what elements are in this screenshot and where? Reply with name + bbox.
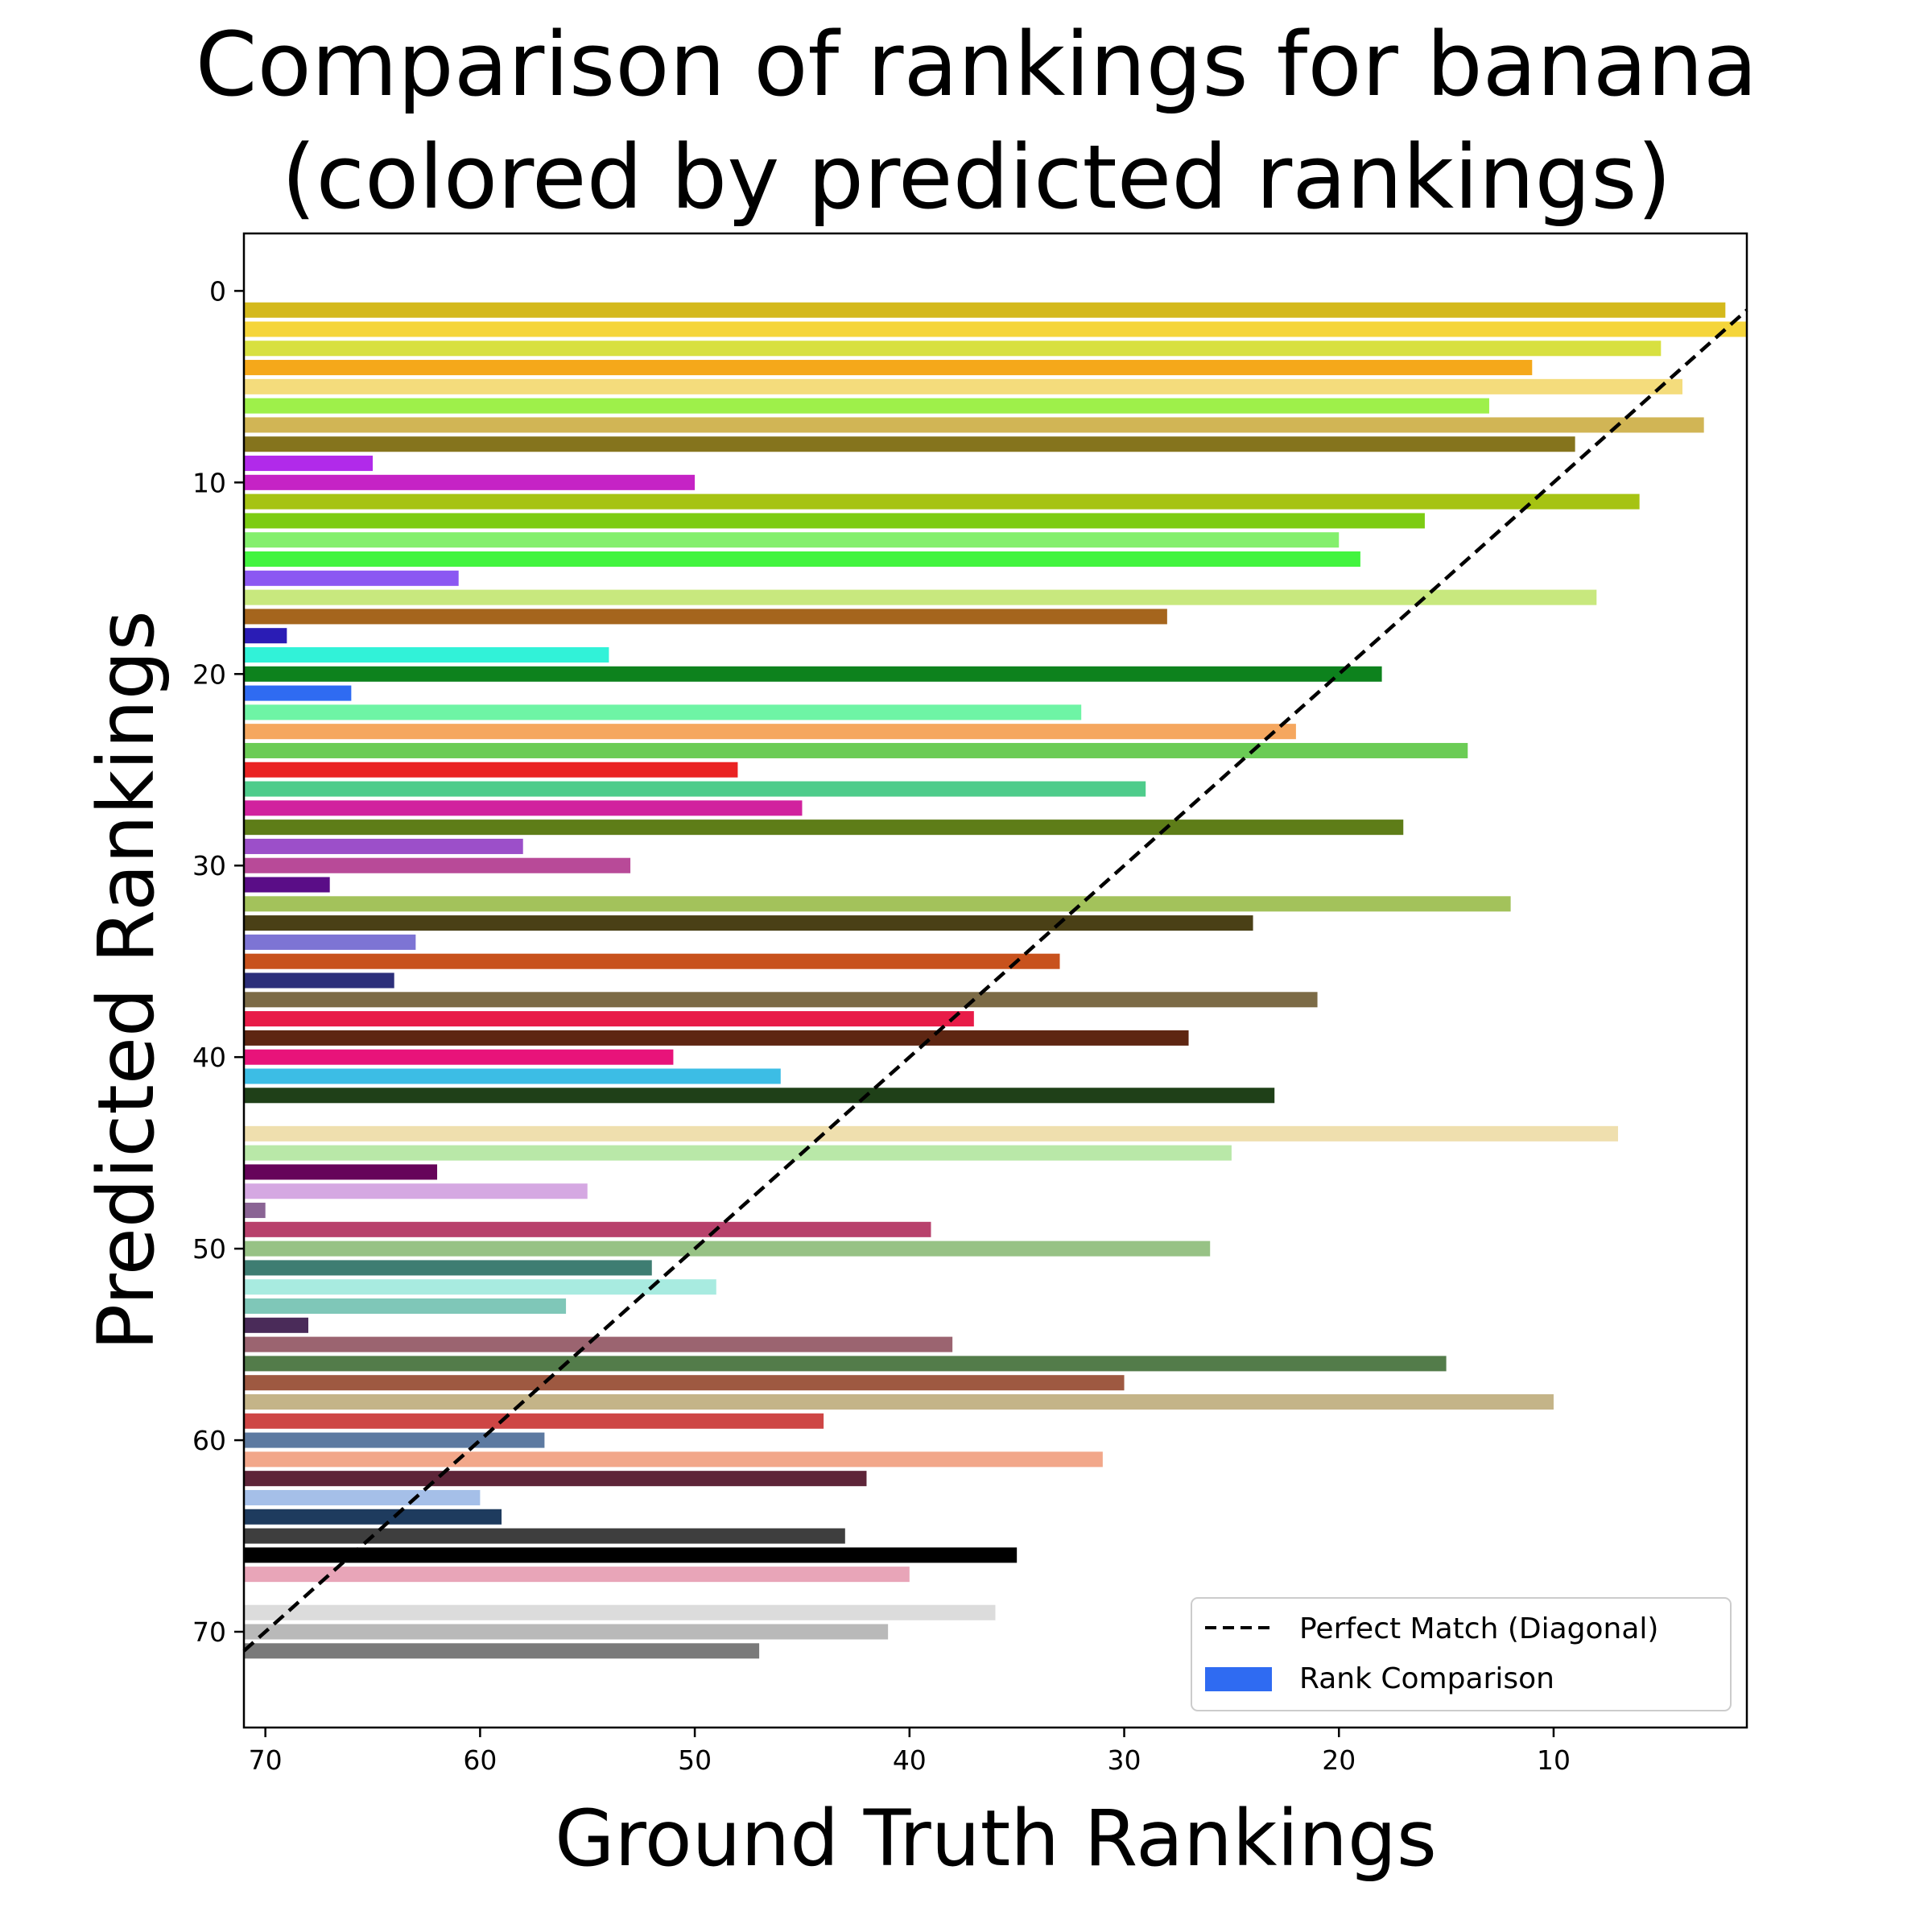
bar-predicted-26 — [244, 781, 1146, 797]
legend-bar-swatch — [1205, 1667, 1272, 1691]
bar-predicted-15 — [244, 570, 459, 586]
bar-predicted-17 — [244, 609, 1167, 625]
bar-predicted-60 — [244, 1432, 545, 1448]
y-tick-label: 60 — [192, 1425, 226, 1456]
bar-predicted-16 — [244, 589, 1597, 605]
bar-predicted-37 — [244, 992, 1318, 1008]
x-tick-label: 30 — [1108, 1744, 1141, 1776]
x-axis-ticks: 70 60 50 40 30 20 10 — [249, 1728, 1571, 1776]
bar-predicted-2 — [244, 321, 1747, 337]
legend-label-bars: Rank Comparison — [1299, 1662, 1554, 1695]
plot-area — [242, 302, 1748, 1659]
bar-predicted-61 — [244, 1451, 1103, 1468]
plot-frame — [242, 232, 1748, 1729]
bar-predicted-65 — [244, 1528, 845, 1544]
legend-label-diagonal: Perfect Match (Diagonal) — [1299, 1612, 1658, 1645]
bar-predicted-1 — [244, 302, 1726, 318]
bar-predicted-8 — [244, 436, 1575, 452]
bar-predicted-59 — [244, 1413, 824, 1429]
bar-predicted-56 — [244, 1356, 1447, 1372]
bar-predicted-23 — [244, 724, 1296, 740]
bar-predicted-63 — [244, 1489, 481, 1505]
y-axis-label: Predicted Rankings — [81, 610, 171, 1351]
bar-predicted-18 — [244, 628, 287, 644]
legend-box — [1191, 1597, 1732, 1711]
x-tick-label: 10 — [1537, 1744, 1571, 1776]
bar-predicted-11 — [244, 493, 1640, 510]
bar-predicted-12 — [244, 513, 1425, 529]
y-tick-label: 40 — [192, 1042, 226, 1073]
bar-predicted-34 — [244, 934, 416, 950]
bar-predicted-33 — [244, 915, 1253, 931]
bar-predicted-13 — [244, 532, 1340, 548]
chart-title-line-2: (colored by predicted rankings) — [282, 126, 1672, 229]
bar-predicted-39 — [244, 1030, 1189, 1046]
bar-predicted-21 — [244, 685, 352, 701]
bar-predicted-58 — [244, 1393, 1554, 1410]
bar-predicted-64 — [244, 1509, 502, 1525]
bar-predicted-32 — [244, 896, 1511, 912]
y-tick-label: 0 — [209, 275, 226, 307]
bar-predicted-51 — [244, 1260, 652, 1276]
bar-predicted-71 — [244, 1643, 760, 1659]
bar-predicted-19 — [244, 646, 609, 663]
bar-predicted-27 — [244, 800, 803, 816]
bar-predicted-50 — [244, 1241, 1211, 1257]
y-tick-label: 20 — [192, 658, 226, 690]
bar-predicted-46 — [244, 1164, 438, 1180]
bar-predicted-49 — [244, 1221, 931, 1237]
x-axis-label: Ground Truth Rankings — [555, 1794, 1437, 1884]
x-tick-label: 40 — [893, 1744, 927, 1776]
bar-predicted-30 — [244, 857, 631, 873]
perfect-match-diagonal — [242, 308, 1748, 1653]
chart-title-line-1: Comparison of rankings for banana — [196, 13, 1758, 116]
bar-predicted-24 — [244, 742, 1468, 758]
bar-predicted-5 — [244, 378, 1682, 394]
x-tick-label: 60 — [463, 1744, 497, 1776]
x-tick-label: 50 — [678, 1744, 712, 1776]
bar-predicted-55 — [244, 1336, 953, 1352]
bar-predicted-28 — [244, 819, 1404, 836]
legend: Perfect Match (Diagonal) Rank Comparison — [1191, 1597, 1732, 1711]
y-tick-label: 70 — [192, 1616, 226, 1648]
bar-predicted-47 — [244, 1183, 588, 1199]
bar-predicted-3 — [244, 341, 1662, 357]
bar-predicted-69 — [244, 1604, 996, 1620]
bar-predicted-38 — [244, 1011, 974, 1027]
bar-predicted-62 — [244, 1471, 867, 1487]
bar-predicted-53 — [244, 1298, 567, 1315]
bar-predicted-20 — [244, 666, 1382, 682]
bar-predicted-25 — [244, 762, 738, 778]
bar-predicted-22 — [244, 704, 1082, 720]
bar-predicted-41 — [244, 1068, 781, 1084]
x-tick-label: 70 — [249, 1744, 283, 1776]
bar-predicted-44 — [244, 1125, 1618, 1141]
bar-predicted-35 — [244, 953, 1060, 969]
bar-predicted-7 — [244, 417, 1704, 433]
x-tick-label: 20 — [1322, 1744, 1356, 1776]
bar-predicted-29 — [244, 838, 523, 854]
bar-predicted-70 — [244, 1624, 889, 1640]
bar-predicted-14 — [244, 551, 1360, 568]
y-tick-label: 10 — [192, 467, 226, 498]
bar-predicted-67 — [244, 1567, 910, 1583]
y-axis-ticks: 0 10 20 30 40 50 60 70 — [192, 275, 244, 1648]
bar-predicted-4 — [244, 360, 1533, 376]
y-tick-label: 50 — [192, 1233, 226, 1265]
bar-predicted-10 — [244, 474, 696, 490]
bar-predicted-36 — [244, 972, 394, 989]
bar-predicted-9 — [244, 456, 374, 472]
bar-predicted-42 — [244, 1088, 1275, 1104]
bar-predicted-54 — [244, 1317, 309, 1333]
bar-predicted-45 — [244, 1145, 1232, 1161]
bar-predicted-40 — [244, 1049, 674, 1065]
bar-predicted-66 — [244, 1547, 1018, 1563]
bar-predicted-57 — [244, 1375, 1125, 1391]
bar-predicted-31 — [244, 877, 330, 893]
bar-predicted-52 — [244, 1279, 716, 1295]
y-tick-label: 30 — [192, 850, 226, 881]
bar-predicted-6 — [244, 398, 1489, 414]
bar-predicted-48 — [244, 1203, 266, 1219]
